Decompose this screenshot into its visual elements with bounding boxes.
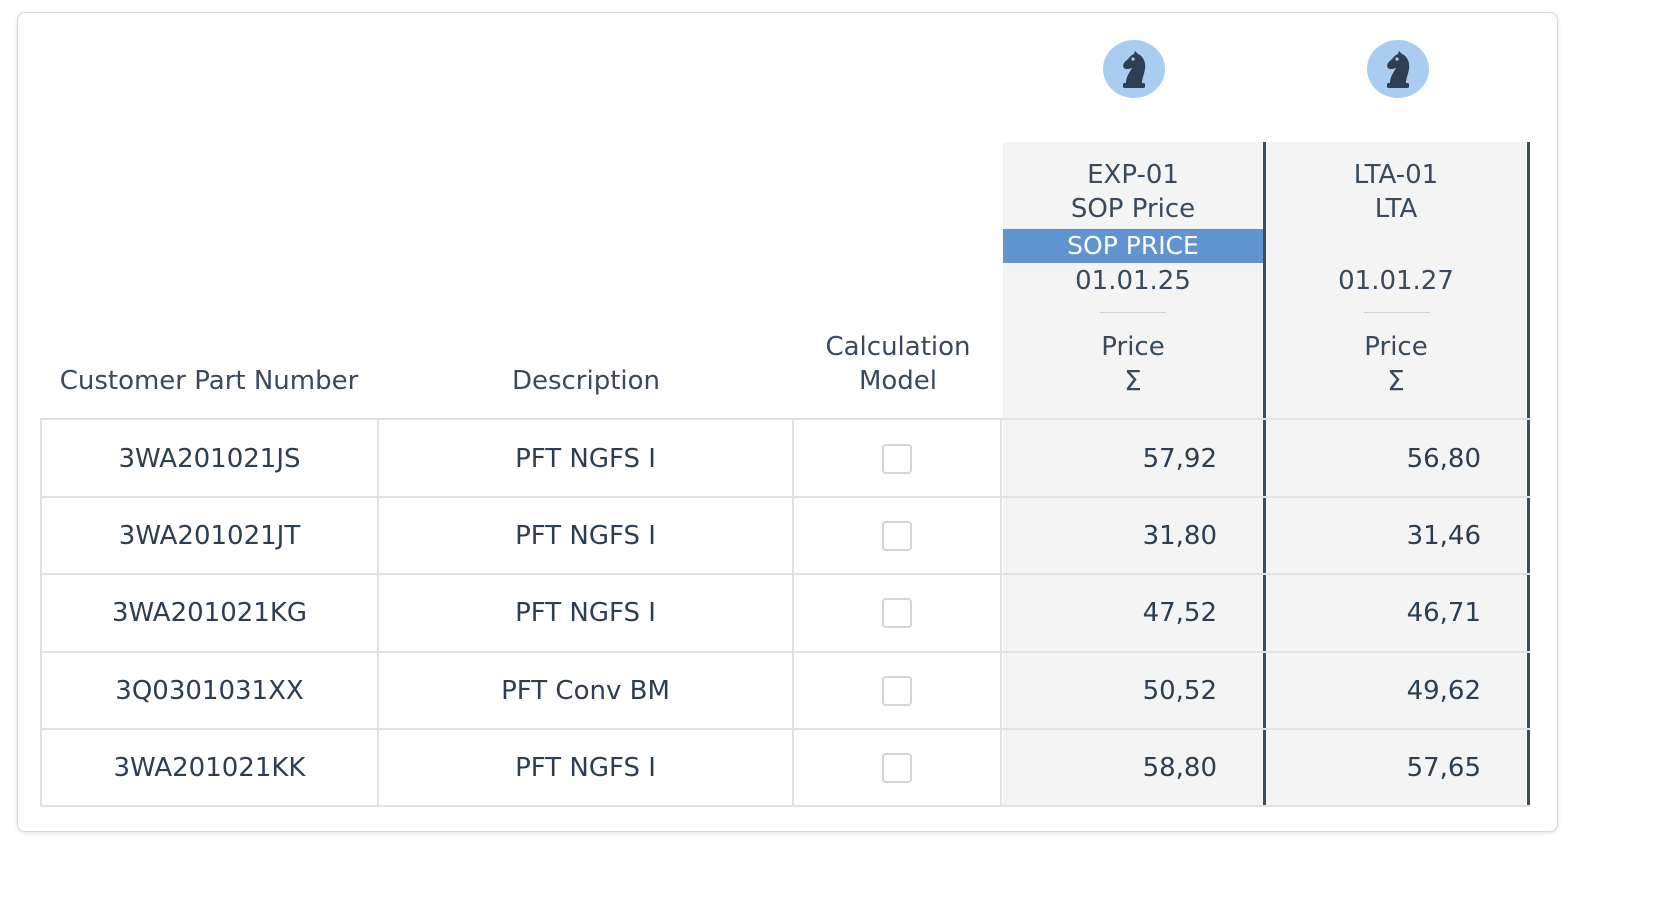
calc-model-cell: [794, 575, 1000, 651]
lta-column-code: LTA-01: [1353, 160, 1439, 190]
exp-column-date: 01.01.25: [1075, 266, 1191, 296]
exp-column-name: SOP Price: [1070, 194, 1196, 224]
row-divider: [40, 496, 1530, 498]
exp-sum-icon: Σ: [1124, 364, 1142, 397]
lta-price-cell[interactable]: 57,65: [1406, 753, 1481, 783]
lta-header-divider: [1364, 312, 1430, 313]
column-divider: [1000, 420, 1002, 806]
calc-model-cell: [794, 653, 1000, 729]
lta-column-metric[interactable]: Price: [1364, 332, 1428, 362]
table-bottom-border: [40, 805, 1530, 807]
calc-model-checkbox[interactable]: [882, 598, 912, 628]
row-divider: [40, 573, 1530, 575]
exp-column-metric[interactable]: Price: [1101, 332, 1165, 362]
calc-model-checkbox[interactable]: [882, 521, 912, 551]
calc-model-checkbox[interactable]: [882, 676, 912, 706]
calc-model-cell: [794, 421, 1000, 497]
exp-scenario-avatar[interactable]: [1103, 40, 1165, 98]
column-divider: [377, 420, 379, 806]
lta-column-name: LTA: [1374, 194, 1418, 224]
description-cell[interactable]: PFT NGFS I: [515, 444, 656, 474]
row-divider: [40, 651, 1530, 653]
part-number-cell[interactable]: 3WA201021JS: [118, 444, 301, 474]
header-customer-part-number[interactable]: Customer Part Number: [59, 366, 359, 396]
column-separator-exp-lta: [1263, 142, 1266, 806]
part-number-cell[interactable]: 3Q0301031XX: [115, 676, 304, 706]
exp-header-divider: [1100, 312, 1166, 313]
lta-price-cell[interactable]: 46,71: [1406, 598, 1481, 628]
description-cell[interactable]: PFT Conv BM: [501, 676, 670, 706]
sop-price-badge: SOP PRICE: [1003, 229, 1263, 263]
exp-price-cell[interactable]: 31,80: [1142, 521, 1217, 551]
lta-price-cell[interactable]: 56,80: [1406, 444, 1481, 474]
table-header-border: [40, 418, 1530, 420]
description-cell[interactable]: PFT NGFS I: [515, 521, 656, 551]
header-description[interactable]: Description: [511, 366, 661, 396]
part-number-cell[interactable]: 3WA201021KK: [113, 753, 306, 783]
calc-model-checkbox[interactable]: [882, 444, 912, 474]
calc-model-cell: [794, 498, 1000, 574]
exp-price-cell[interactable]: 47,52: [1142, 598, 1217, 628]
description-cell[interactable]: PFT NGFS I: [515, 753, 656, 783]
lta-price-column-bg: [1266, 142, 1526, 806]
column-divider: [40, 420, 42, 806]
lta-scenario-avatar[interactable]: [1367, 40, 1429, 98]
calc-model-checkbox[interactable]: [882, 753, 912, 783]
exp-price-cell[interactable]: 50,52: [1142, 676, 1217, 706]
header-calculation-model-line2[interactable]: Model: [858, 366, 938, 396]
description-cell[interactable]: PFT NGFS I: [515, 598, 656, 628]
calc-model-cell: [794, 730, 1000, 806]
row-divider: [40, 728, 1530, 730]
header-calculation-model-line1[interactable]: Calculation: [825, 332, 971, 362]
part-number-cell[interactable]: 3WA201021JT: [118, 521, 301, 551]
chess-knight-icon: [1123, 51, 1146, 88]
part-number-cell[interactable]: 3WA201021KG: [111, 598, 308, 628]
lta-price-cell[interactable]: 49,62: [1406, 676, 1481, 706]
lta-column-date: 01.01.27: [1338, 266, 1454, 296]
lta-price-cell[interactable]: 31,46: [1406, 521, 1481, 551]
exp-column-code: EXP-01: [1087, 160, 1179, 190]
column-divider: [792, 420, 794, 806]
exp-price-cell[interactable]: 57,92: [1142, 444, 1217, 474]
exp-price-cell[interactable]: 58,80: [1142, 753, 1217, 783]
chess-knight-icon: [1387, 51, 1410, 88]
column-separator-lta-end: [1527, 142, 1530, 806]
lta-sum-icon: Σ: [1387, 364, 1405, 397]
